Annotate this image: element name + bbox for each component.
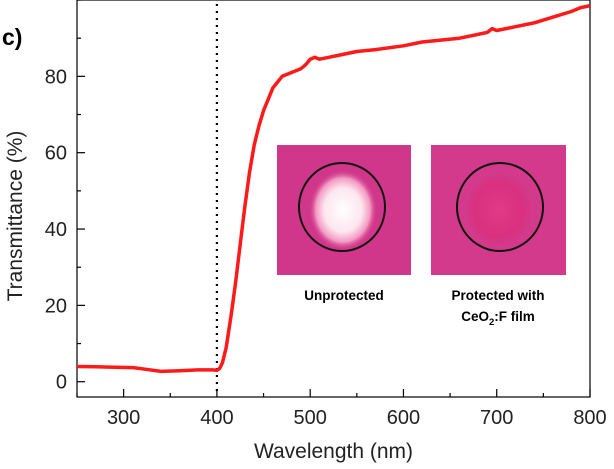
y-tick-label: 40 — [45, 219, 67, 241]
x-tick-label: 500 — [293, 407, 326, 429]
faint-spot — [465, 172, 533, 248]
panel-label: c) — [2, 24, 22, 50]
inset-caption-protected-line1: Protected with — [451, 288, 544, 303]
y-tick-label: 0 — [56, 372, 67, 394]
y-tick-label: 60 — [45, 143, 67, 165]
inset-caption-protected-line2: CeO2:F film — [461, 309, 535, 328]
bleached-spot — [309, 170, 377, 250]
x-tick-label: 300 — [107, 407, 140, 429]
inset-caption-unprotected: Unprotected — [304, 288, 384, 303]
x-axis-title: Wavelength (nm) — [254, 440, 413, 463]
inset-unprotected: Unprotected — [277, 145, 411, 303]
y-tick-label: 20 — [45, 295, 67, 317]
inset-protected: Protected with CeO2:F film — [431, 145, 566, 328]
x-tick-label: 600 — [387, 407, 420, 429]
x-tick-label: 800 — [573, 407, 606, 429]
y-axis-title: Transmittance (%) — [4, 131, 27, 302]
x-tick-label: 700 — [480, 407, 513, 429]
y-axis: 0 20 40 60 80 — [45, 0, 85, 394]
spot-circle — [298, 162, 386, 252]
x-tick-label: 400 — [200, 407, 233, 429]
spot-circle — [456, 162, 544, 252]
x-axis: 300 400 500 600 700 800 — [76, 389, 607, 429]
plot-frame — [76, 0, 591, 398]
y-tick-label: 80 — [45, 66, 67, 88]
transmittance-series-line — [77, 3, 590, 374]
